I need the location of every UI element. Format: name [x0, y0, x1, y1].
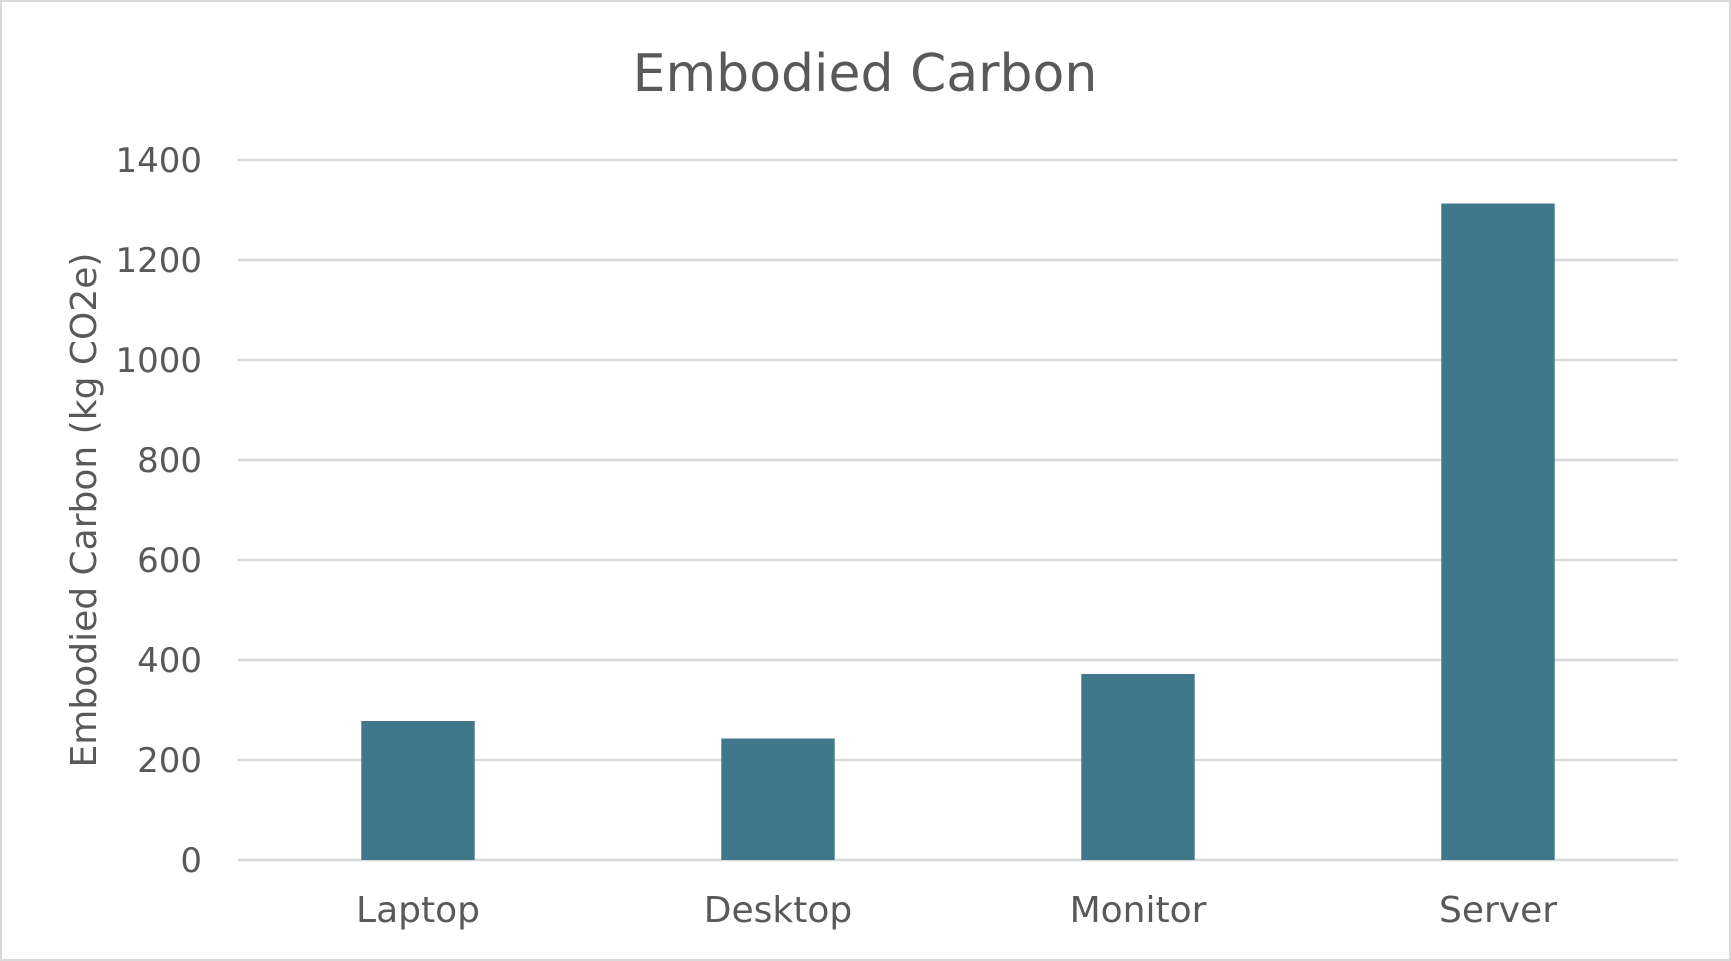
bars	[361, 203, 1555, 860]
x-category-label: Laptop	[356, 890, 480, 931]
chart-title: Embodied Carbon	[633, 44, 1098, 104]
y-tick-label: 1200	[115, 241, 202, 281]
bar-desktop	[721, 738, 835, 860]
x-category-label: Server	[1439, 890, 1557, 931]
y-tick-label: 1400	[115, 141, 202, 181]
y-axis-title: Embodied Carbon (kg CO2e)	[64, 253, 105, 768]
bar-laptop	[361, 721, 475, 860]
y-axis-ticks: 0 200 400 600 800 1000 1200 1400	[115, 141, 202, 881]
x-category-label: Monitor	[1070, 890, 1207, 931]
bar-server	[1441, 203, 1555, 860]
gridlines	[238, 158, 1678, 862]
x-category-label: Desktop	[704, 890, 852, 931]
y-tick-label: 800	[137, 441, 202, 481]
y-tick-label: 600	[137, 541, 202, 581]
y-tick-label: 0	[180, 841, 202, 881]
y-tick-label: 400	[137, 641, 202, 681]
bar-monitor	[1081, 674, 1195, 860]
y-tick-label: 200	[137, 741, 202, 781]
x-axis-categories: Laptop Desktop Monitor Server	[356, 890, 1557, 931]
y-tick-label: 1000	[115, 341, 202, 381]
